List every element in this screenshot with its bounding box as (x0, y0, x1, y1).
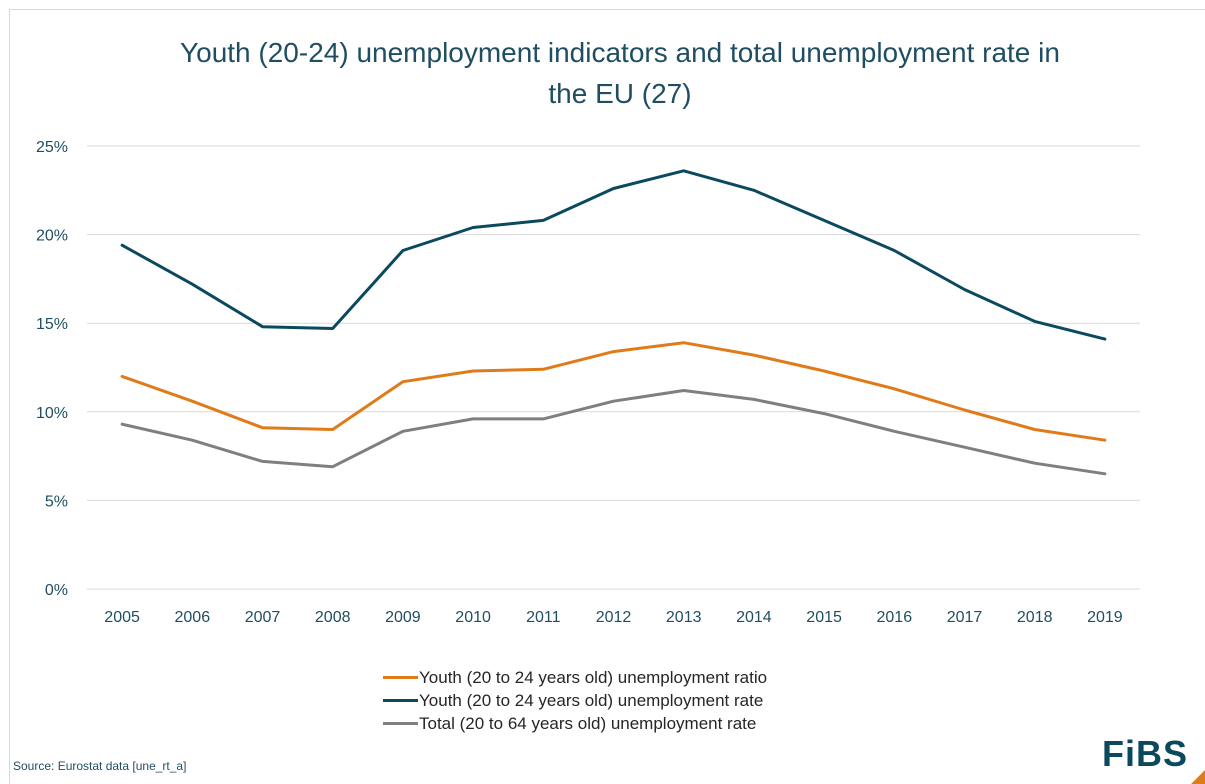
x-tick-label: 2006 (175, 609, 211, 626)
legend: Youth (20 to 24 years old) unemployment … (383, 666, 767, 735)
legend-item-1: Youth (20 to 24 years old) unemployment … (383, 666, 767, 689)
x-tick-label: 2012 (596, 609, 632, 626)
fibs-logo: FiBS (1102, 733, 1205, 784)
logo-corner-accent (1191, 770, 1205, 784)
series-line-3 (120, 389, 1107, 476)
source-note: Source: Eurostat data [une_rt_a] (13, 759, 187, 773)
x-tick-label: 2013 (666, 609, 702, 626)
y-tick-label: 0% (45, 582, 68, 599)
series-lines (120, 169, 1107, 476)
chart-title: Youth (20-24) unemployment indicators an… (150, 32, 1090, 114)
x-axis-ticks: 2005 2006 2007 2008 2009 2010 2011 2012 2013 2014… (104, 609, 1122, 626)
x-tick-label: 2008 (315, 609, 351, 626)
legend-swatch (383, 676, 418, 679)
x-tick-label: 2014 (736, 609, 772, 626)
x-tick-label: 2009 (385, 609, 421, 626)
gridlines (87, 145, 1140, 590)
legend-swatch (383, 722, 418, 725)
x-tick-label: 2019 (1087, 609, 1123, 626)
y-tick-label: 5% (45, 493, 68, 510)
legend-label: Total (20 to 64 years old) unemployment … (419, 713, 757, 733)
y-tick-label: 20% (36, 228, 68, 245)
series-line-2 (120, 169, 1107, 341)
legend-label: Youth (20 to 24 years old) unemployment … (419, 690, 764, 710)
x-tick-label: 2017 (947, 609, 983, 626)
y-axis-ticks: 0% 5% 10% 15% 20% 25% (36, 139, 68, 599)
x-tick-label: 2011 (526, 609, 561, 626)
legend-item-2: Youth (20 to 24 years old) unemployment … (383, 689, 767, 712)
logo-text: FiBS (1102, 733, 1189, 774)
y-tick-label: 25% (36, 139, 68, 156)
series-line-1 (120, 341, 1107, 442)
y-tick-label: 15% (36, 316, 68, 333)
chart-title-line-2: the EU (27) (548, 78, 692, 109)
legend-swatch (383, 699, 418, 702)
chart-title-line-1: Youth (20-24) unemployment indicators an… (180, 37, 1060, 68)
x-tick-label: 2005 (104, 609, 140, 626)
x-tick-label: 2015 (806, 609, 842, 626)
x-tick-label: 2016 (877, 609, 913, 626)
x-tick-label: 2018 (1017, 609, 1053, 626)
chart-frame (9, 9, 1205, 784)
legend-label: Youth (20 to 24 years old) unemployment … (419, 667, 768, 687)
y-tick-label: 10% (36, 405, 68, 422)
x-tick-label: 2007 (245, 609, 281, 626)
legend-item-3: Total (20 to 64 years old) unemployment … (383, 712, 767, 735)
x-tick-label: 2010 (455, 609, 491, 626)
